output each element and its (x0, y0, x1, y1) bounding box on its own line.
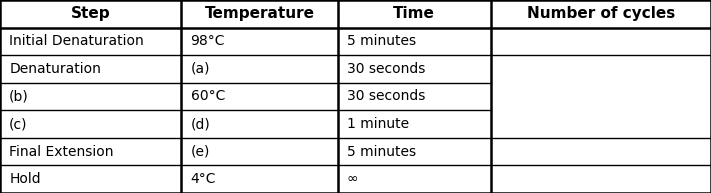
Text: ∞: ∞ (347, 172, 358, 186)
Text: 1 minute: 1 minute (347, 117, 409, 131)
Text: Initial Denaturation: Initial Denaturation (9, 34, 144, 48)
Text: (a): (a) (191, 62, 210, 76)
Text: Time: Time (393, 6, 435, 21)
Text: 30 seconds: 30 seconds (347, 90, 425, 103)
Text: Hold: Hold (9, 172, 41, 186)
Text: Number of cycles: Number of cycles (527, 6, 675, 21)
Text: (c): (c) (9, 117, 28, 131)
Text: Temperature: Temperature (205, 6, 314, 21)
Text: Step: Step (71, 6, 110, 21)
Text: (d): (d) (191, 117, 210, 131)
Text: Denaturation: Denaturation (9, 62, 101, 76)
Text: 5 minutes: 5 minutes (347, 145, 416, 159)
Text: Final Extension: Final Extension (9, 145, 114, 159)
Text: 5 minutes: 5 minutes (347, 34, 416, 48)
Text: 4°C: 4°C (191, 172, 216, 186)
Text: 98°C: 98°C (191, 34, 225, 48)
Text: (e): (e) (191, 145, 210, 159)
Text: 60°C: 60°C (191, 90, 225, 103)
Text: 30 seconds: 30 seconds (347, 62, 425, 76)
Text: (b): (b) (9, 90, 29, 103)
